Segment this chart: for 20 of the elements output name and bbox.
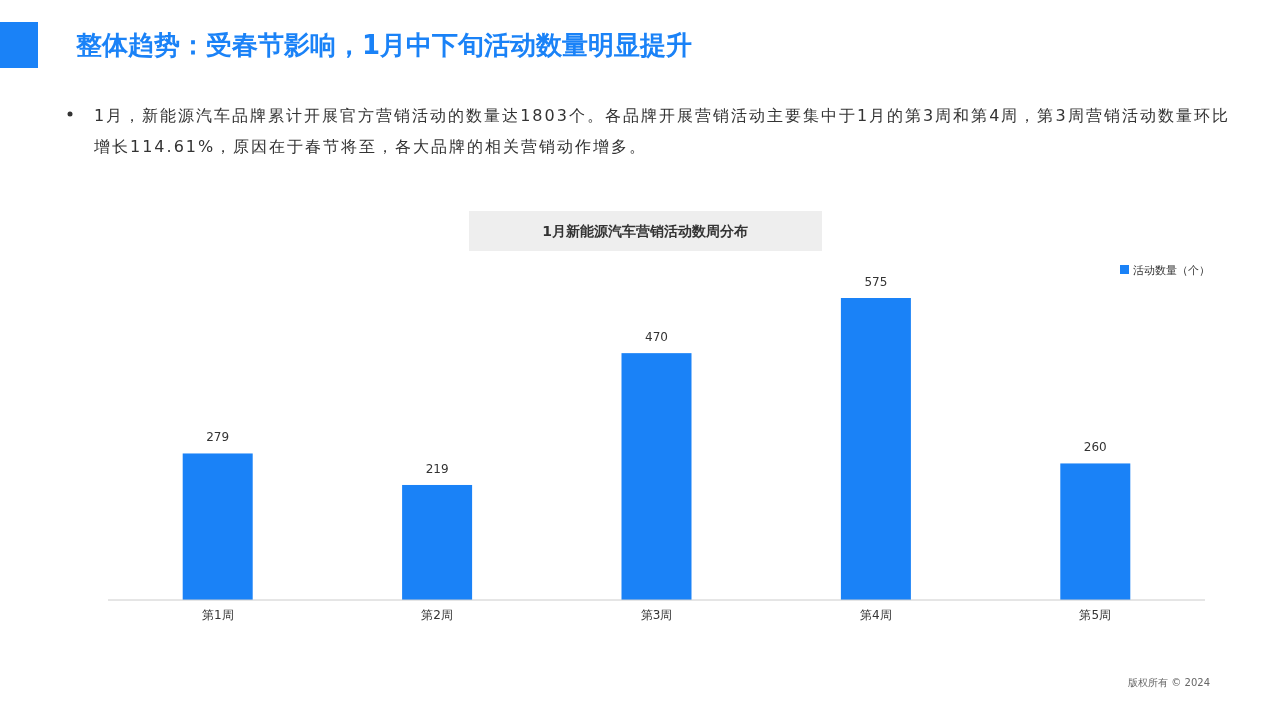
data-label: 219 [425,461,449,476]
text: 版权所有 © 2024 [1128,677,1210,688]
x-tick-label: 第3周 [640,608,673,622]
bar [402,484,473,600]
bar [621,353,692,600]
bar [840,298,911,600]
x-tick-label: 第2周 [421,608,453,622]
bar [1060,463,1131,600]
data-label: 575 [864,275,888,289]
x-tick-label: 第5周 [1079,608,1112,622]
text: 整体趋势：受春节影响，1月中下旬活动数量明显提升 [75,30,693,60]
bar [182,453,253,600]
legend-label: 活动数量（个） [1133,264,1210,277]
x-tick-label: 第4周 [860,608,892,622]
chart-subtitle: 1月，新能源汽车品牌累计开展官方营销活动的数量达1803个。各品牌开展营销活动主要集中于1月的第3周和第4周，第3周营销活动数量环比增长114.61%，原因在于春节将至，各大品牌的相关营销动作增多。 [94,105,1231,158]
data-label: 470 [645,330,668,345]
data-label: 260 [1083,440,1107,455]
data-label: 279 [206,430,230,445]
chart-title: 1月新能源汽车营销活动数周分布 [542,223,748,239]
x-tick-label: 第1周 [201,608,234,622]
